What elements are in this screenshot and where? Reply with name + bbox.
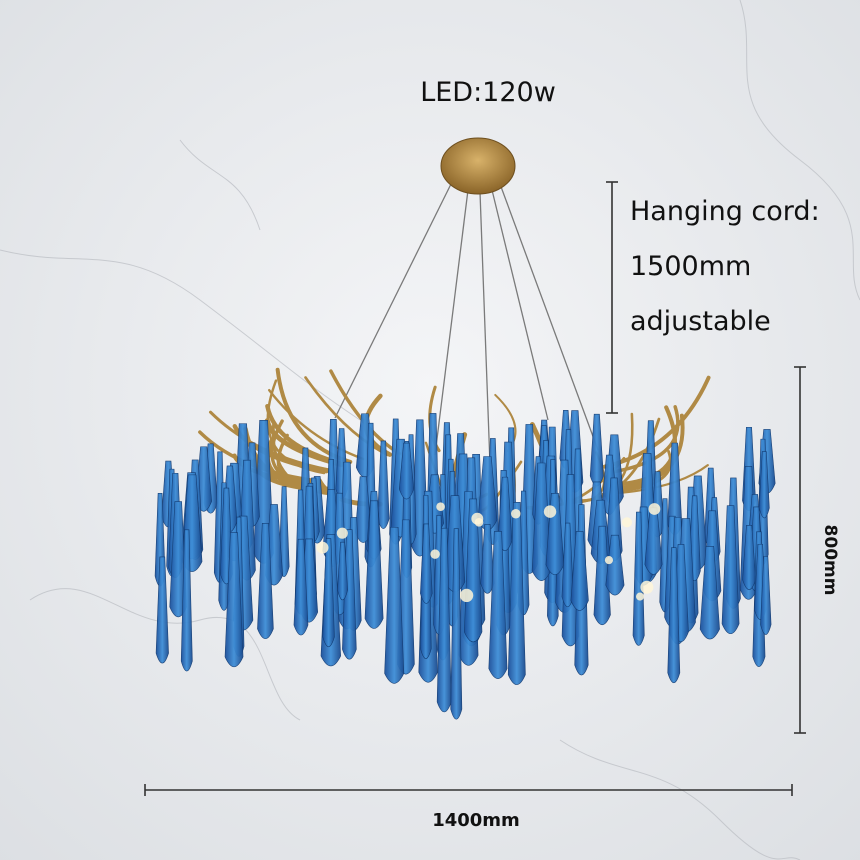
height-dimension-line (794, 366, 806, 734)
bulb (336, 527, 348, 539)
ceiling-canopy (440, 137, 516, 195)
crystal-drop (760, 556, 772, 635)
width-dimension-line (144, 784, 793, 796)
branch (267, 388, 365, 461)
bulb (648, 503, 661, 515)
crystal-drop (758, 451, 770, 519)
crystal-drop (488, 531, 508, 679)
bulb (471, 512, 484, 525)
height-label: 800mm (820, 525, 840, 596)
crystal-drop (593, 525, 611, 626)
crystal-drop (450, 528, 463, 720)
bulb (459, 588, 474, 603)
branch (612, 405, 680, 474)
crystal-drop (155, 556, 169, 664)
crystal-drop (605, 534, 625, 596)
bulb (543, 505, 557, 518)
crystal-drop (293, 538, 309, 636)
bulb (621, 517, 633, 528)
crystal-drop (667, 547, 681, 684)
crystal-drop (420, 523, 433, 604)
crystal-drop (632, 511, 645, 646)
bulb (604, 555, 614, 565)
cord-dimension-line (606, 181, 618, 414)
crystal-drop (463, 498, 483, 643)
crystal-drop (721, 505, 740, 635)
bulbs (316, 502, 661, 603)
crystal-drop (644, 507, 663, 575)
crystal-drop (322, 538, 335, 648)
crystal-drop (224, 532, 244, 668)
crystal-drop (364, 500, 384, 629)
width-label: 1400mm (432, 810, 520, 831)
bulb (640, 580, 654, 594)
bulb (511, 508, 521, 519)
crystal-drop (337, 541, 348, 601)
crystal-drop (257, 522, 274, 640)
crystal-drop (570, 531, 589, 611)
cord-note: adjustable (630, 306, 771, 337)
crystal-drop (507, 501, 526, 685)
bulb (636, 592, 645, 601)
bulb (430, 549, 440, 559)
cord-label: Hanging cord: (630, 196, 820, 227)
crystal-drop (398, 442, 415, 500)
bulb (316, 541, 329, 554)
crystal-drop (180, 529, 193, 672)
crystal-drop (699, 546, 720, 640)
crystal-drop (384, 526, 405, 684)
hanging-cords (334, 181, 599, 466)
power-label: LED:120w (420, 77, 556, 108)
crystal-drops (154, 409, 776, 720)
chandelier (154, 137, 776, 720)
bulb (436, 502, 445, 512)
cord-length: 1500mm (630, 251, 751, 282)
